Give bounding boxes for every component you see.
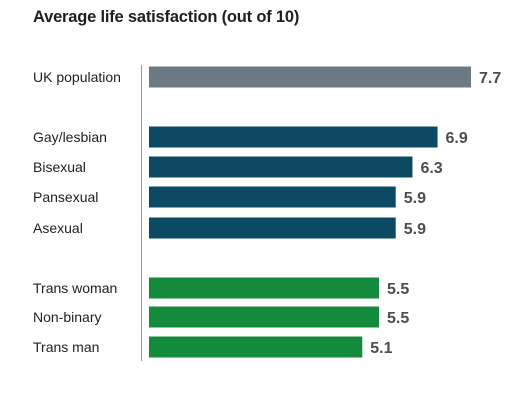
bar-0 xyxy=(149,66,471,88)
bar-6 xyxy=(149,306,379,328)
category-label-6: Non-binary xyxy=(33,309,101,325)
chart-title: Average life satisfaction (out of 10) xyxy=(33,8,300,26)
bar-4 xyxy=(149,217,396,239)
category-label-7: Trans man xyxy=(33,339,99,355)
value-label-1: 6.9 xyxy=(446,130,468,147)
value-label-2: 6.3 xyxy=(420,160,442,177)
value-label-7: 5.1 xyxy=(370,340,392,357)
bar-2 xyxy=(149,156,413,178)
bar-7 xyxy=(149,336,363,358)
bar-1 xyxy=(149,126,438,148)
category-label-5: Trans woman xyxy=(33,280,117,296)
bar-3 xyxy=(149,186,396,208)
value-label-6: 5.5 xyxy=(387,310,409,327)
value-label-4: 5.9 xyxy=(404,221,426,238)
category-label-2: Bisexual xyxy=(33,159,86,175)
category-label-4: Asexual xyxy=(33,220,83,236)
category-label-3: Pansexual xyxy=(33,189,98,205)
category-label-0: UK population xyxy=(33,69,121,85)
value-label-3: 5.9 xyxy=(404,190,426,207)
category-label-1: Gay/lesbian xyxy=(33,129,107,145)
value-label-5: 5.5 xyxy=(387,281,409,298)
bar-5 xyxy=(149,277,379,299)
value-label-0: 7.7 xyxy=(479,70,501,87)
